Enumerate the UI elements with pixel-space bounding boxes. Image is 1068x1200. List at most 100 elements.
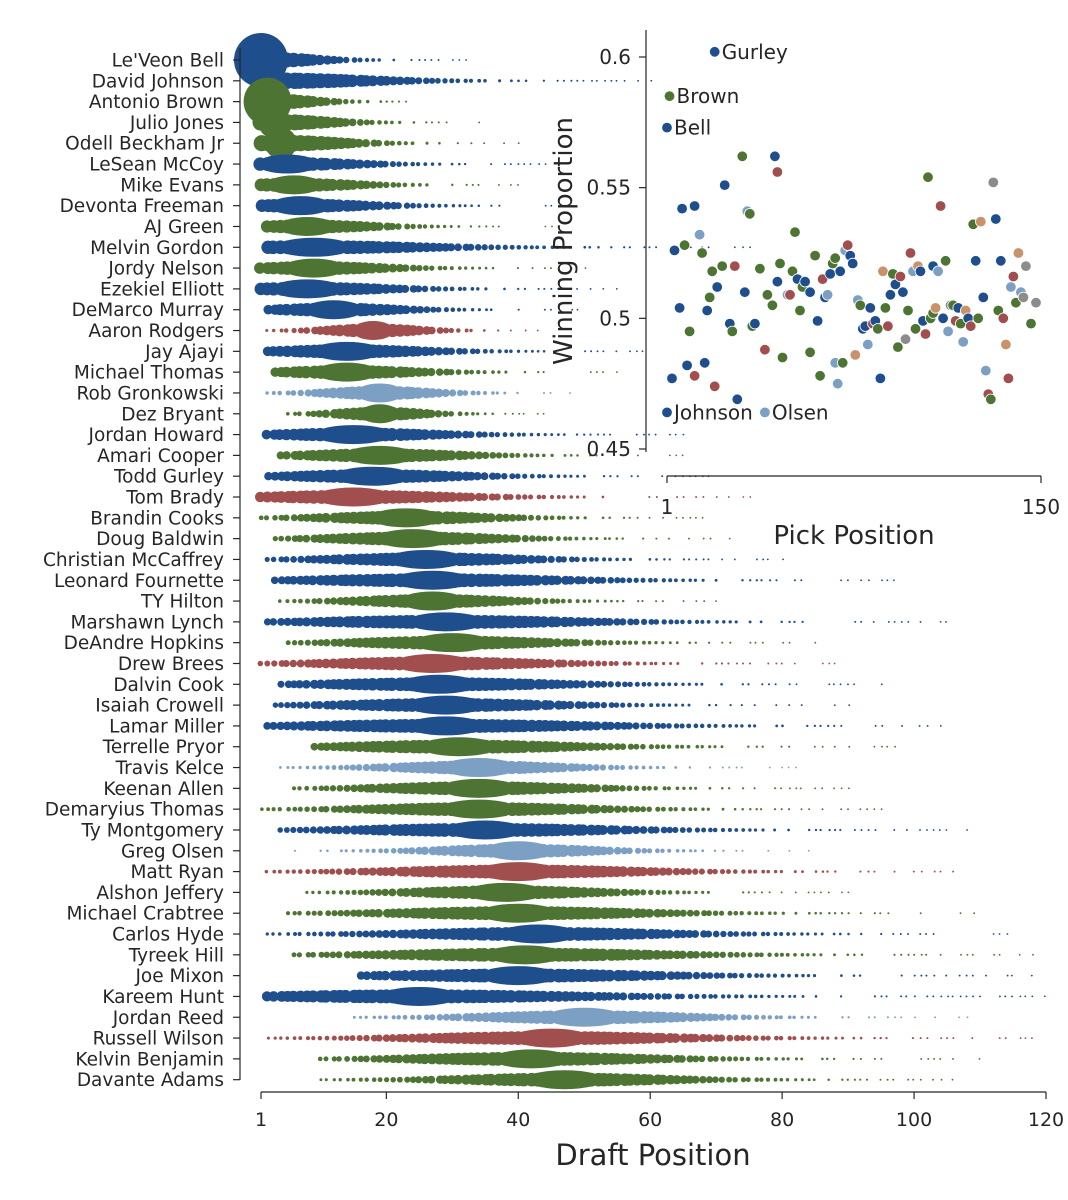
draft-pick-dot <box>501 472 508 480</box>
draft-pick-dot <box>315 679 326 690</box>
draft-pick-dot <box>489 308 493 312</box>
inset-point <box>854 299 867 312</box>
draft-pick-dot <box>637 600 640 603</box>
draft-pick-dot <box>747 911 752 916</box>
draft-pick-dot <box>813 1015 817 1019</box>
draft-pick-dot <box>348 179 359 190</box>
draft-pick-dot <box>820 1036 825 1040</box>
draft-pick-dot <box>463 204 467 208</box>
draft-pick-dot <box>667 537 670 540</box>
draft-pick-dot <box>852 1057 855 1060</box>
draft-pick-dot <box>667 890 673 895</box>
draft-pick-dot <box>582 474 586 478</box>
draft-pick-dot <box>754 952 760 958</box>
draft-pick-dot <box>592 721 602 731</box>
draft-pick-dot <box>285 640 291 646</box>
draft-pick-dot <box>298 598 303 604</box>
draft-pick-dot <box>712 910 719 916</box>
draft-pick-dot <box>881 724 884 727</box>
draft-pick-dot <box>490 163 493 166</box>
draft-pick-dot <box>322 638 331 647</box>
draft-pick-dot <box>364 1015 368 1019</box>
draft-pick-dot <box>476 287 480 291</box>
draft-pick-dot <box>336 98 343 105</box>
draft-pick-dot <box>605 846 614 855</box>
draft-pick-dot <box>661 578 666 583</box>
draft-pick-dot <box>394 908 405 919</box>
draft-pick-dot <box>544 225 547 228</box>
draft-pick-dot <box>291 786 297 791</box>
draft-pick-dot <box>324 1035 330 1041</box>
draft-pick-dot <box>623 79 626 82</box>
draft-pick-dot <box>925 933 928 935</box>
draft-pick-dot <box>477 183 480 186</box>
draft-pick-dot <box>840 787 843 790</box>
draft-pick-dot <box>673 723 680 729</box>
draft-pick-dot <box>462 390 469 396</box>
draft-pick-dot <box>920 953 923 956</box>
draft-pick-dot <box>263 722 272 730</box>
draft-pick-dot <box>853 828 856 832</box>
draft-pick-dot <box>619 992 628 1001</box>
draft-pick-dot <box>692 971 701 980</box>
draft-pick-dot <box>919 912 922 915</box>
draft-pick-dot <box>746 931 752 937</box>
inset-point <box>824 268 836 280</box>
draft-pick-dot <box>624 1053 636 1065</box>
draft-pick-dot <box>484 266 488 270</box>
draft-pick-dot <box>602 350 605 353</box>
draft-pick-dot <box>633 889 641 896</box>
draft-pick-dot <box>542 350 546 353</box>
draft-pick-dot <box>574 701 583 710</box>
draft-pick-dot <box>291 327 297 334</box>
draft-pick-dot <box>277 869 282 874</box>
draft-pick-dot <box>336 805 344 813</box>
draft-pick-dot <box>714 703 718 707</box>
inset-point <box>729 260 741 272</box>
draft-pick-dot <box>427 326 436 335</box>
draft-pick-dot <box>272 535 278 542</box>
draft-pick-dot <box>312 931 317 937</box>
draft-pick-dot <box>833 662 836 665</box>
draft-pick-dot <box>394 202 402 210</box>
draft-pick-dot <box>297 639 304 646</box>
draft-pick-dot <box>425 141 429 145</box>
draft-pick-dot <box>774 994 778 999</box>
draft-pick-dot <box>806 932 810 936</box>
draft-pick-dot <box>317 639 325 647</box>
draft-pick-dot <box>713 723 718 728</box>
draft-pick-dot <box>760 911 764 916</box>
inset-point <box>706 265 718 278</box>
inset-annotation-label: Olsen <box>772 400 829 424</box>
draft-pick-dot <box>453 471 464 482</box>
draft-pick-dot <box>760 1035 766 1041</box>
draft-pick-dot <box>307 720 318 731</box>
draft-pick-dot <box>827 891 830 894</box>
draft-pick-dot <box>633 785 640 792</box>
draft-pick-dot <box>543 287 546 290</box>
draft-pick-dot <box>450 307 456 313</box>
main-x-tick-label: 80 <box>770 1109 794 1131</box>
draft-pick-dot <box>1019 995 1022 998</box>
draft-pick-dot <box>509 183 512 186</box>
draft-pick-dot <box>766 558 769 561</box>
inset-point <box>704 291 716 304</box>
draft-pick-dot <box>615 350 618 353</box>
draft-pick-dot <box>900 974 903 977</box>
draft-pick-dot <box>998 995 1001 998</box>
inset-annotated-point <box>663 90 676 102</box>
draft-pick-dot <box>365 848 370 853</box>
draft-pick-dot <box>579 783 589 793</box>
draft-pick-dot <box>323 785 330 792</box>
draft-pick-dot <box>920 1057 923 1060</box>
draft-pick-dot <box>439 470 451 482</box>
draft-pick-dot <box>383 120 388 125</box>
draft-peak-bubble <box>387 549 464 569</box>
draft-pick-dot <box>539 555 548 564</box>
draft-pick-dot <box>741 683 744 686</box>
inset-point <box>668 244 681 257</box>
draft-pick-dot <box>747 869 752 874</box>
draft-pick-dot <box>451 183 454 187</box>
draft-pick-dot <box>396 182 402 188</box>
draft-pick-dot <box>794 766 797 769</box>
